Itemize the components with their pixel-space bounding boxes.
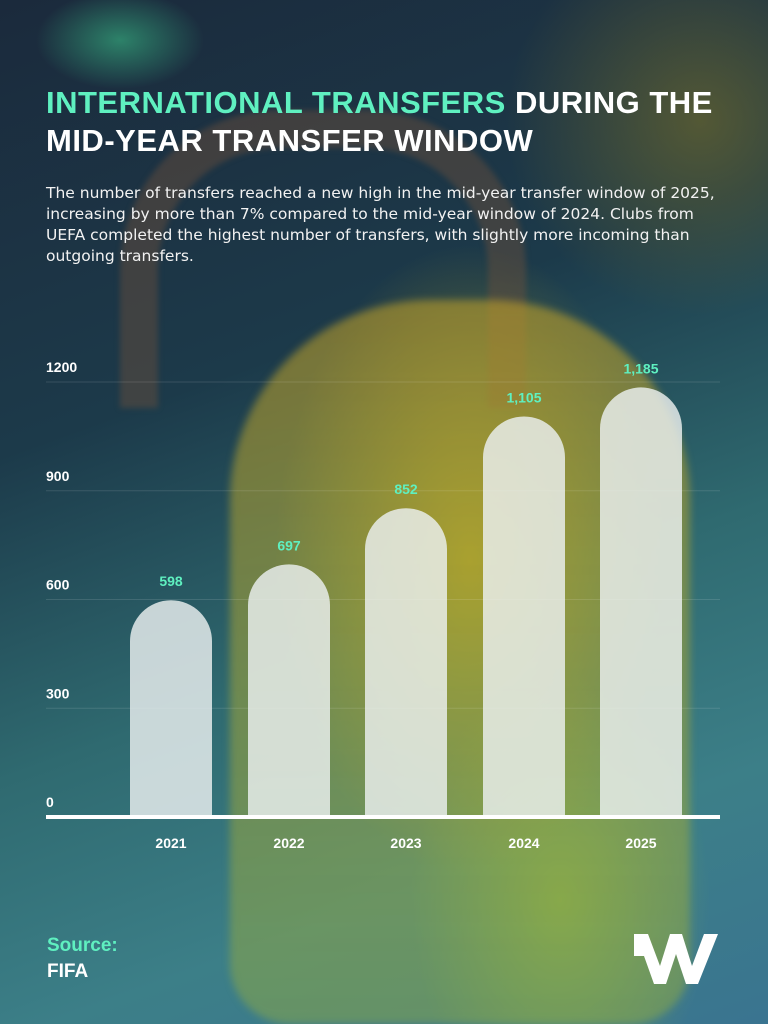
y-tick-label: 0 — [46, 794, 54, 810]
description: The number of transfers reached a new hi… — [46, 184, 715, 265]
x-tick-label: 2024 — [508, 835, 539, 851]
data-label: 1,105 — [506, 389, 541, 405]
data-label: 852 — [394, 481, 418, 497]
data-label: 1,185 — [623, 360, 658, 376]
bar-2021 — [130, 600, 212, 817]
bar-2022 — [248, 564, 330, 817]
title-rest: DURING THE MID-YEAR TRANSFER WINDOW — [46, 85, 713, 158]
data-label: 598 — [159, 573, 183, 589]
source-value: FIFA — [47, 961, 89, 982]
source-label: Source: — [47, 935, 118, 956]
page-title: INTERNATIONAL TRANSFERS DURING THE MID-Y… — [46, 84, 768, 160]
data-label: 697 — [277, 537, 301, 553]
bar-2025 — [600, 387, 682, 817]
x-tick-label: 2022 — [273, 835, 304, 851]
brand-logo-icon — [634, 934, 718, 984]
x-tick-label: 2023 — [390, 835, 421, 851]
title-highlight: INTERNATIONAL TRANSFERS — [46, 85, 506, 120]
y-tick-label: 600 — [46, 577, 70, 593]
source: Source: FIFA — [47, 933, 118, 985]
bar-2023 — [365, 508, 447, 817]
bar-2024 — [483, 416, 565, 817]
y-tick-label: 1200 — [46, 359, 77, 375]
y-tick-label: 900 — [46, 468, 70, 484]
x-tick-label: 2021 — [155, 835, 186, 851]
y-tick-label: 300 — [46, 685, 70, 701]
x-tick-label: 2025 — [625, 835, 656, 851]
